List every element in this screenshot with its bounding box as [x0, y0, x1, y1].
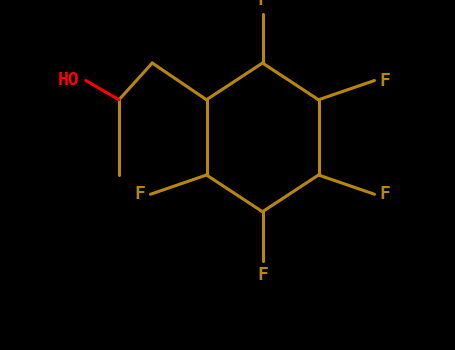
- Text: F: F: [380, 185, 391, 203]
- Text: F: F: [134, 185, 145, 203]
- Text: HO: HO: [58, 71, 80, 89]
- Text: F: F: [380, 71, 391, 90]
- Text: F: F: [257, 266, 268, 284]
- Text: F: F: [257, 0, 268, 9]
